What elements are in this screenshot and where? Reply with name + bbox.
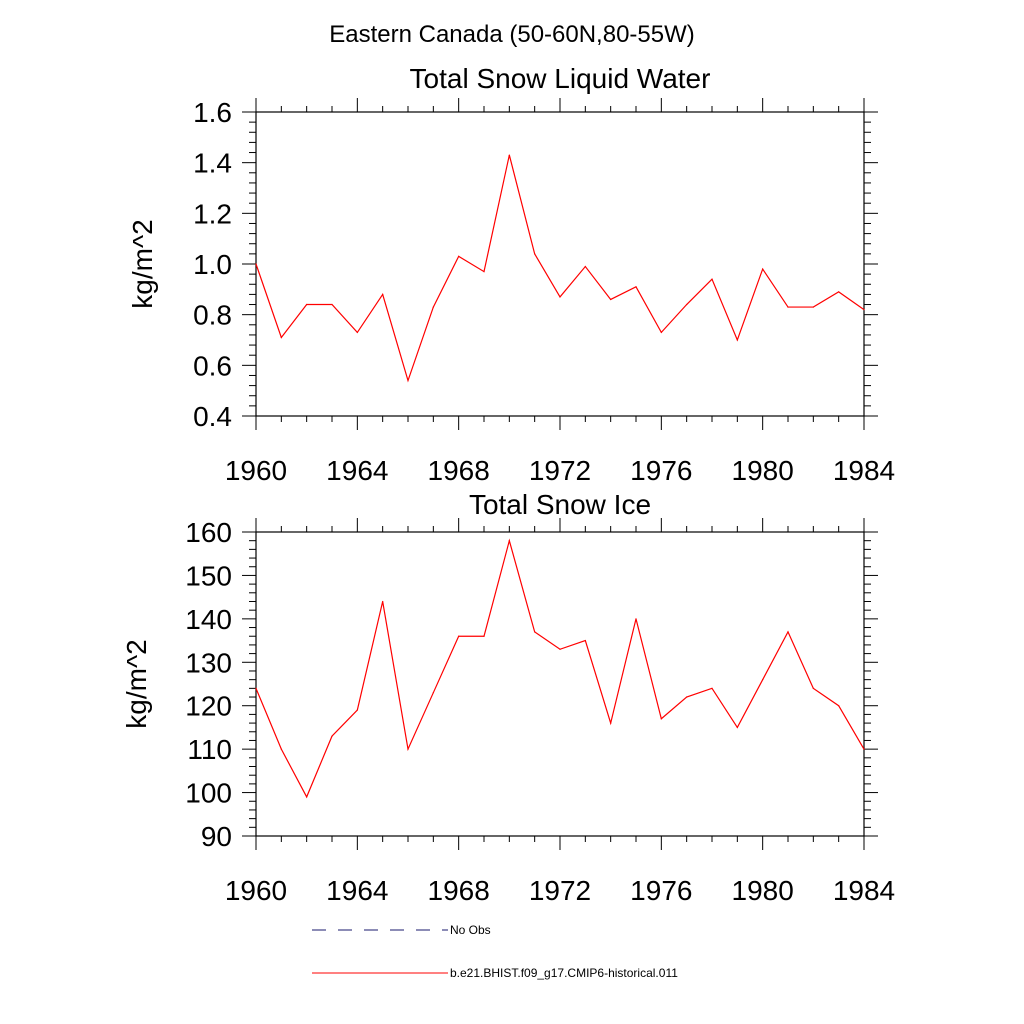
x-tick-label: 1980	[732, 455, 794, 486]
data-point	[584, 265, 586, 268]
data-point	[280, 748, 282, 750]
data-point	[762, 268, 764, 270]
figure-title: Eastern Canada (50-60N,80-55W)	[329, 21, 695, 48]
legend-label-no-obs: No Obs	[450, 923, 491, 937]
data-point	[331, 735, 333, 737]
data-point	[483, 271, 485, 273]
y-tick-label: 1.4	[193, 148, 232, 179]
panel-title: Total Snow Ice	[469, 489, 651, 520]
data-point	[559, 648, 561, 650]
data-point	[812, 687, 814, 689]
data-point	[483, 635, 485, 637]
y-tick-label: 140	[185, 604, 232, 635]
x-tick-label: 1972	[529, 455, 591, 486]
data-point	[635, 618, 637, 620]
data-point	[736, 339, 738, 341]
x-tick-label: 1976	[630, 875, 692, 906]
y-tick-label: 150	[185, 560, 232, 591]
y-tick-label: 100	[185, 778, 232, 809]
data-point	[635, 286, 637, 288]
panel-title: Total Snow Liquid Water	[410, 63, 711, 94]
x-tick-label: 1984	[833, 455, 895, 486]
x-tick-label: 1964	[326, 455, 388, 486]
data-point	[407, 379, 409, 382]
data-point	[838, 291, 840, 293]
plot-frame	[255, 531, 865, 837]
data-point	[458, 635, 460, 637]
y-tick-label: 1.6	[193, 97, 232, 128]
data-point	[863, 748, 865, 750]
panel-snow-liquid-water: Total Snow Liquid Water 0.4 0.6 0.8 1.0 1.2 1.…	[127, 63, 895, 486]
data-point	[356, 331, 358, 333]
x-tick-label: 1960	[225, 875, 287, 906]
y-tick-label: 0.6	[193, 350, 232, 381]
data-point	[407, 748, 409, 750]
y-axis-label: kg/m^2	[127, 219, 158, 308]
data-point	[382, 600, 384, 603]
x-tick-label: 1984	[833, 875, 895, 906]
data-point	[280, 336, 282, 339]
data-point	[432, 306, 434, 308]
y-tick-label: 90	[201, 821, 232, 852]
data-point	[863, 309, 865, 311]
data-point	[458, 255, 460, 257]
x-tick-label: 1980	[732, 875, 794, 906]
series-line	[255, 154, 865, 383]
y-tick-label: 120	[185, 691, 232, 722]
data-point	[559, 296, 561, 298]
data-point	[762, 679, 764, 681]
x-tick-label: 1960	[225, 455, 287, 486]
data-point	[610, 298, 612, 301]
data-point	[812, 306, 814, 308]
plot-frame	[255, 111, 865, 417]
x-tick-label: 1976	[630, 455, 692, 486]
series-line	[255, 538, 865, 799]
data-point	[686, 303, 688, 306]
x-tick-label: 1972	[529, 875, 591, 906]
x-tick-label: 1968	[428, 455, 490, 486]
data-point	[255, 687, 257, 689]
y-axis-label: kg/m^2	[121, 639, 152, 728]
legend: No Obs b.e21.BHIST.f09_g17.CMIP6-histori…	[312, 923, 678, 980]
data-point	[382, 293, 384, 295]
y-tick-label: 160	[185, 517, 232, 548]
data-point	[432, 692, 434, 694]
data-point	[356, 709, 358, 711]
data-point	[255, 263, 257, 265]
data-point	[508, 540, 510, 542]
data-point	[508, 154, 510, 156]
y-tick-label: 130	[185, 647, 232, 678]
x-tick-label: 1968	[428, 875, 490, 906]
data-point	[534, 253, 536, 255]
data-point	[787, 631, 789, 633]
data-point	[711, 278, 713, 280]
data-point	[610, 722, 612, 724]
y-tick-label: 0.4	[193, 401, 232, 432]
y-tick-label: 0.8	[193, 300, 232, 331]
data-point	[660, 718, 662, 720]
data-point	[584, 639, 586, 642]
data-point	[787, 306, 789, 308]
data-point	[331, 303, 333, 306]
data-point	[838, 705, 840, 707]
x-tick-label: 1964	[326, 875, 388, 906]
data-point	[306, 796, 308, 798]
data-point	[660, 331, 662, 333]
y-tick-label: 1.0	[193, 249, 232, 280]
panel-snow-ice: Total Snow Ice 90 100 110 120 130 140 150 160 196…	[121, 489, 895, 906]
y-tick-label: 1.2	[193, 198, 232, 229]
legend-label-model: b.e21.BHIST.f09_g17.CMIP6-historical.011	[450, 966, 678, 980]
data-point	[711, 687, 713, 689]
y-tick-label: 110	[187, 734, 232, 765]
data-point	[306, 303, 308, 306]
data-point	[534, 631, 536, 633]
data-point	[686, 696, 688, 698]
data-point	[736, 726, 738, 729]
